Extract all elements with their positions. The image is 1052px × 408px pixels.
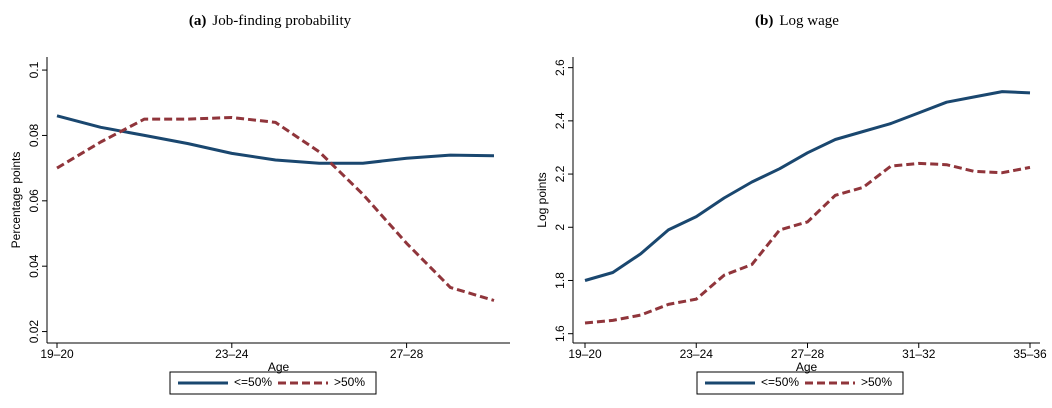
y-tick-label: 0.1 bbox=[27, 61, 41, 78]
y-axis-label: Percentage points bbox=[9, 152, 23, 249]
legend-box bbox=[696, 371, 904, 395]
chart-title: (b) Log wage bbox=[755, 13, 839, 29]
y-tick-label: 0.02 bbox=[27, 320, 41, 344]
y-axis-label: Log points bbox=[535, 172, 549, 227]
x-tick-label: 31–32 bbox=[902, 347, 936, 361]
series-line bbox=[56, 114, 495, 165]
x-tick-label: 19–20 bbox=[568, 347, 602, 361]
y-tick-label: 1.8 bbox=[553, 272, 567, 289]
legend-label: <=50% bbox=[761, 375, 799, 389]
x-axis-label: Age bbox=[268, 360, 290, 374]
title-text: Job-finding probability bbox=[212, 13, 351, 29]
chart-title: (a) Job-finding probability bbox=[189, 13, 352, 29]
y-tick-label: 0.06 bbox=[27, 189, 41, 213]
y-tick-label: 2.2 bbox=[553, 165, 567, 182]
series-line bbox=[584, 90, 1031, 282]
series-line bbox=[56, 116, 495, 302]
y-tick-label: 2 bbox=[553, 224, 567, 231]
y-tick-label: 0.08 bbox=[27, 123, 41, 147]
x-tick-label: 35–36 bbox=[1013, 347, 1047, 361]
x-axis-label: Age bbox=[796, 360, 818, 374]
x-tick-label: 27–28 bbox=[390, 347, 424, 361]
series-line bbox=[584, 161, 1031, 325]
title-text: Log wage bbox=[779, 13, 839, 29]
legend-label: >50% bbox=[334, 375, 365, 389]
y-tick-label: 1.6 bbox=[553, 325, 567, 342]
panel-label: (b) bbox=[755, 13, 773, 29]
y-tick-label: 0.04 bbox=[27, 254, 41, 278]
y-tick-label: 2.4 bbox=[553, 112, 567, 129]
legend-label: >50% bbox=[861, 375, 892, 389]
legend-label: <=50% bbox=[234, 375, 272, 389]
panel-label: (a) bbox=[189, 13, 207, 29]
y-tick-label: 2.6 bbox=[553, 59, 567, 76]
x-tick-label: 23–24 bbox=[680, 347, 714, 361]
x-tick-label: 23–24 bbox=[215, 347, 249, 361]
x-tick-label: 27–28 bbox=[791, 347, 825, 361]
x-tick-label: 19–20 bbox=[40, 347, 74, 361]
legend-box bbox=[169, 371, 377, 395]
